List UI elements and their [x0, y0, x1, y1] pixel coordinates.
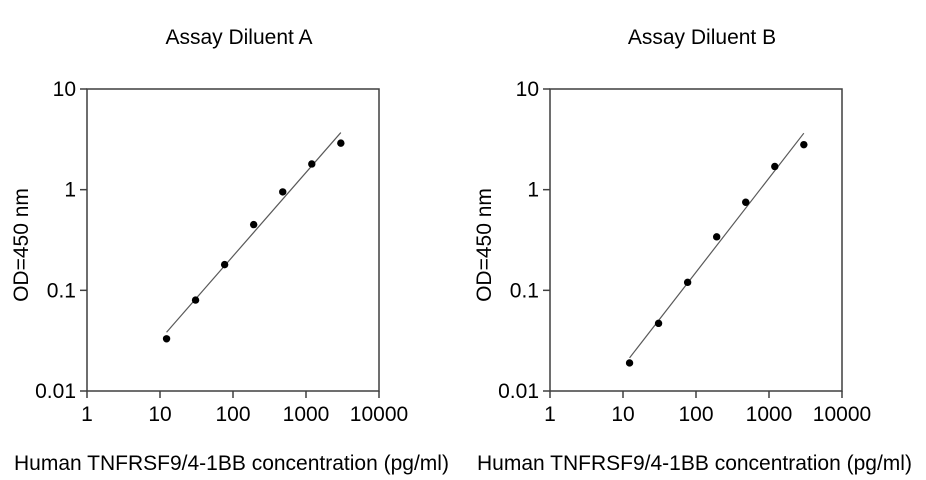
- data-point: [308, 160, 316, 168]
- y-tick-label: 1: [527, 179, 539, 202]
- x-tick-label: 1000: [746, 403, 793, 426]
- y-tick-label: 0.1: [47, 279, 76, 302]
- x-tick-label: 10000: [813, 403, 871, 426]
- data-point: [742, 198, 750, 206]
- data-point: [191, 296, 200, 304]
- data-point: [625, 359, 634, 367]
- x-tick-label: 10: [148, 403, 171, 426]
- chart-title: Assay Diluent B: [627, 26, 777, 49]
- data-point: [249, 220, 258, 229]
- x-tick-label: 10: [611, 403, 634, 426]
- plot-area: 1 10 100 1000 10000 0.01 0.1 1 10: [35, 78, 408, 426]
- x-tick-label: 10000: [350, 403, 408, 426]
- y-tick-label: 0.01: [498, 380, 539, 403]
- data-point: [279, 188, 287, 196]
- data-point: [337, 139, 345, 147]
- plot-border: [549, 88, 843, 392]
- chart-panel-a: Assay Diluent A OD=450 nm 1 10 100 1000 1000…: [10, 26, 449, 475]
- y-tick-label: 1: [64, 179, 76, 202]
- data-point: [683, 278, 692, 287]
- data-point: [220, 260, 229, 269]
- y-tick-label: 0.01: [35, 380, 76, 403]
- y-tick-label: 10: [516, 78, 539, 101]
- y-tick-label: 10: [53, 78, 76, 101]
- data-point: [771, 162, 779, 171]
- chart-title: Assay Diluent A: [165, 26, 313, 49]
- x-tick-label: 100: [215, 403, 250, 426]
- plot-area: 1 10 100 1000 10000 0.01 0.1 1 10: [498, 78, 871, 426]
- chart-panel-b: Assay Diluent B OD=450 nm 1 10 100 1000 1000…: [463, 0, 926, 480]
- data-point: [800, 140, 808, 149]
- x-tick-label: 1: [81, 403, 93, 426]
- data-point: [654, 319, 663, 328]
- x-tick-label: 100: [678, 403, 713, 426]
- x-tick-label: 1: [544, 403, 556, 426]
- x-axis-label: Human TNFRSF9/4-1BB concentration (pg/ml…: [14, 452, 449, 475]
- data-point: [162, 335, 171, 343]
- plot-border: [86, 88, 380, 392]
- x-axis-label: Human TNFRSF9/4-1BB concentration (pg/ml…: [477, 452, 912, 475]
- data-point: [712, 233, 721, 241]
- y-tick-label: 0.1: [510, 279, 539, 302]
- x-tick-label: 1000: [283, 403, 330, 426]
